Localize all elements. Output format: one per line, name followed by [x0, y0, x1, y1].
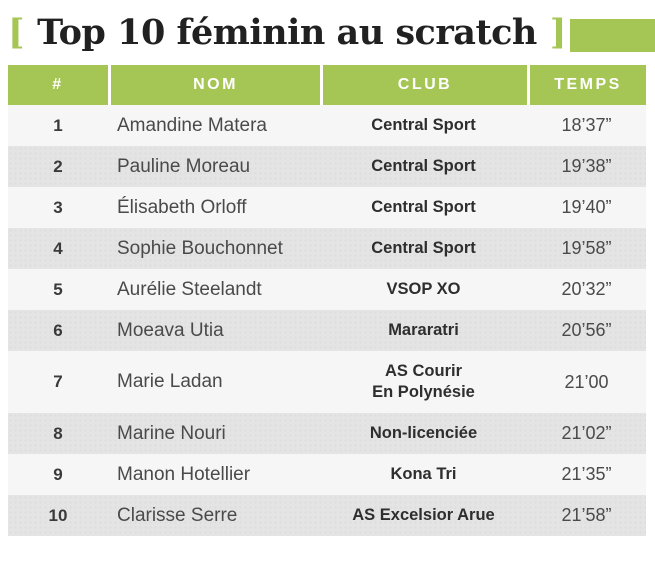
name-cell: Moeava Utia — [117, 319, 224, 341]
club-cell: Central Sport — [371, 239, 476, 257]
name-cell: Sophie Bouchonnet — [117, 237, 283, 259]
rank-cell: 3 — [53, 197, 63, 217]
table-row: 8 Marine Nouri Non-licenciée 21’02” — [8, 413, 646, 454]
table-row: 2 Pauline Moreau Central Sport 19’38” — [8, 146, 646, 187]
table-row: 5 Aurélie Steelandt VSOP XO 20’32” — [8, 269, 646, 310]
name-cell: Marine Nouri — [117, 422, 226, 444]
title-bracket-right: ] — [549, 12, 567, 53]
title-text: Top 10 féminin au scratch — [37, 12, 537, 53]
column-header-nom: NOM — [108, 65, 320, 105]
table-row: 3 Élisabeth Orloff Central Sport 19’40” — [8, 187, 646, 228]
name-cell: Aurélie Steelandt — [117, 278, 262, 300]
club-cell: Central Sport — [371, 198, 476, 216]
page-title: [ Top 10 féminin au scratch] — [8, 10, 566, 56]
table-row: 4 Sophie Bouchonnet Central Sport 19’58” — [8, 228, 646, 269]
rank-cell: 5 — [53, 279, 63, 299]
club-cell: Central Sport — [371, 116, 476, 134]
rank-cell: 10 — [48, 505, 68, 525]
rank-cell: 8 — [53, 423, 63, 443]
name-cell: Pauline Moreau — [117, 155, 251, 177]
rank-cell: 7 — [53, 372, 63, 391]
time-cell: 19’38” — [561, 156, 612, 176]
time-cell: 18’37” — [561, 115, 612, 135]
table-row: 1 Amandine Matera Central Sport 18’37” — [8, 105, 646, 146]
club-cell: Mararatri — [388, 321, 459, 339]
name-cell: Clarisse Serre — [117, 504, 238, 526]
time-cell: 20’32” — [561, 279, 612, 299]
column-header-club: CLUB — [320, 65, 527, 105]
club-cell: AS Excelsior Arue — [352, 506, 495, 524]
rank-cell: 1 — [53, 115, 63, 135]
table-header-row: # NOM CLUB TEMPS — [8, 65, 646, 105]
time-cell: 19’40” — [561, 197, 612, 217]
name-cell: Marie Ladan — [117, 371, 223, 392]
time-cell: 21’00 — [564, 371, 609, 392]
time-cell: 21’35” — [561, 464, 612, 484]
title-bracket-left: [ — [8, 12, 25, 53]
table-row: 9 Manon Hotellier Kona Tri 21’35” — [8, 454, 646, 495]
time-cell: 21’58” — [561, 505, 612, 525]
table-body: 1 Amandine Matera Central Sport 18’37” 2… — [8, 105, 646, 536]
table-row: 7 Marie Ladan AS Courir En Polynésie 21’… — [8, 351, 646, 413]
club-cell: Kona Tri — [390, 465, 457, 483]
table-row: 10 Clarisse Serre AS Excelsior Arue 21’5… — [8, 495, 646, 536]
results-table: # NOM CLUB TEMPS 1 Amandine Matera Centr… — [8, 65, 646, 536]
title-accent-bar — [570, 19, 655, 52]
title-bar: [ Top 10 féminin au scratch] — [8, 10, 655, 58]
rank-cell: 2 — [53, 156, 63, 176]
name-cell: Élisabeth Orloff — [117, 196, 247, 218]
time-cell: 20’56” — [561, 320, 612, 340]
club-cell: Non-licenciée — [369, 424, 478, 442]
rank-cell: 6 — [53, 320, 63, 340]
club-cell: AS Courir En Polynésie — [372, 362, 475, 401]
time-cell: 21’02” — [561, 423, 612, 443]
club-cell: Central Sport — [371, 157, 476, 175]
table-row: 6 Moeava Utia Mararatri 20’56” — [8, 310, 646, 351]
name-cell: Amandine Matera — [117, 114, 267, 136]
rank-cell: 4 — [53, 238, 63, 258]
column-header-temps: TEMPS — [527, 65, 646, 105]
column-header-rank: # — [52, 76, 64, 93]
rank-cell: 9 — [53, 464, 63, 484]
time-cell: 19’58” — [561, 238, 612, 258]
name-cell: Manon Hotellier — [117, 463, 251, 485]
club-cell: VSOP XO — [386, 280, 461, 298]
